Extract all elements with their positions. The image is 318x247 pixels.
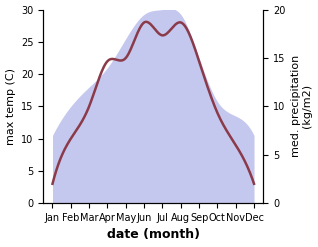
Y-axis label: med. precipitation
(kg/m2): med. precipitation (kg/m2) bbox=[291, 55, 313, 158]
Y-axis label: max temp (C): max temp (C) bbox=[5, 68, 16, 145]
X-axis label: date (month): date (month) bbox=[107, 228, 200, 242]
